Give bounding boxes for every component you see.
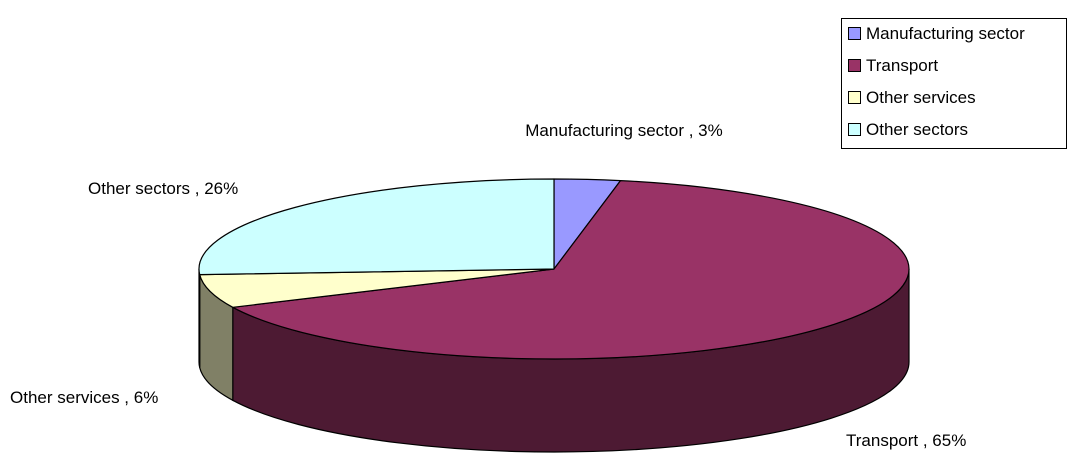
- legend-entry: Transport: [848, 54, 938, 78]
- legend-label: Transport: [866, 56, 939, 75]
- legend-entry: Other sectors: [848, 118, 968, 142]
- legend-entry: Manufacturing sector: [848, 22, 1025, 46]
- legend-swatch: [848, 59, 861, 72]
- legend-swatch: [848, 27, 861, 40]
- legend-swatch: [848, 91, 861, 104]
- data-label: Manufacturing sector , 3%: [525, 121, 723, 140]
- pie-slice: [232, 179, 910, 360]
- legend-entry: Other services: [848, 86, 976, 110]
- data-label: Other sectors , 26%: [88, 179, 239, 198]
- pie-side: [198, 268, 201, 368]
- pie-slice: [198, 178, 555, 276]
- legend-label: Other services: [866, 88, 976, 107]
- legend-label: Manufacturing sector: [866, 24, 1025, 43]
- legend-label: Other sectors: [866, 120, 969, 139]
- pie-slice: [199, 268, 555, 308]
- legend-swatch: [848, 123, 861, 136]
- data-label: Other services , 6%: [10, 388, 159, 407]
- legend: Manufacturing sector Transport Other servi…: [841, 18, 1067, 149]
- data-label: Transport , 65%: [846, 431, 967, 450]
